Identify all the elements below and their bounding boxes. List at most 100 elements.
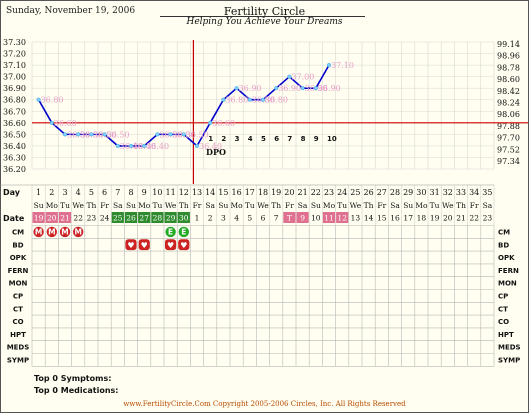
celsius-tick: 36.70 (3, 107, 26, 116)
day-number: 2 (49, 188, 54, 197)
day-number: 17 (245, 188, 255, 197)
weekday-label: Sa (298, 201, 308, 210)
temperature-point (102, 132, 107, 137)
temperature-point-label: 36.40 (199, 142, 222, 151)
day-number: 6 (102, 188, 107, 197)
date-cell-highlight (58, 212, 72, 223)
day-number: 5 (89, 188, 94, 197)
celsius-tick: 36.90 (3, 84, 26, 93)
weekday-label: Sa (390, 201, 400, 210)
row-label-right: OPK (498, 254, 515, 262)
weekday-label: Th (364, 201, 374, 210)
day-row-label: Day (3, 188, 21, 197)
weekday-label: Tu (245, 201, 255, 210)
bd-marker (138, 239, 150, 251)
date-value: 26 (126, 214, 136, 223)
celsius-tick: 36.80 (3, 96, 26, 105)
day-number: 15 (218, 188, 228, 197)
date-value: 18 (417, 214, 427, 223)
date-value: 2 (208, 214, 213, 223)
weekday-label: Fr (285, 201, 294, 210)
cm-marker-text: M (35, 228, 42, 237)
day-number: 28 (390, 188, 400, 197)
dpo-number: 3 (235, 135, 240, 143)
date-value: 27 (139, 214, 149, 223)
day-number: 31 (430, 188, 440, 197)
fahrenheit-tick: 98.24 (497, 99, 520, 108)
cm-marker (32, 225, 45, 238)
fahrenheit-tick: 98.60 (497, 75, 520, 84)
temperature-point (128, 143, 134, 148)
date-cell-highlight (32, 212, 45, 223)
weekday-label: We (350, 201, 362, 210)
temperature-point (155, 132, 160, 137)
date-cell-highlight (164, 212, 177, 223)
chart-title: Fertility Circle (223, 5, 306, 18)
row-label-right: FERN (498, 267, 519, 275)
day-number: 19 (271, 188, 281, 197)
day-number: 4 (76, 188, 81, 197)
bd-marker-symbol: ♥ (167, 241, 174, 250)
celsius-tick: 37.00 (3, 73, 26, 82)
date-value: 25 (113, 214, 123, 223)
date-value: 3 (221, 214, 226, 223)
row-label-left: CM (12, 229, 24, 237)
celsius-tick: 36.20 (3, 165, 26, 174)
day-number: 22 (311, 188, 321, 197)
temperature-point-label: 37.10 (331, 61, 354, 70)
date-value: 20 (47, 214, 57, 223)
temperature-point (115, 143, 120, 148)
row-label-left: CT (13, 305, 23, 313)
day-number: 26 (364, 188, 374, 197)
celsius-tick: 37.10 (3, 61, 26, 70)
medications-label: Top 0 Medications: (34, 386, 119, 395)
day-number: 18 (258, 188, 268, 197)
weekday-label: We (72, 201, 84, 210)
day-number: 35 (482, 188, 492, 197)
row-label-left: MON (9, 280, 28, 288)
temperature-point (62, 132, 68, 137)
date-value: 17 (403, 214, 413, 223)
bd-marker (125, 239, 137, 251)
date-cell-highlight (138, 212, 151, 223)
dpo-label: DPO (206, 147, 226, 157)
day-number: 20 (284, 188, 294, 197)
date-value: 24 (100, 214, 110, 223)
day-number: 16 (232, 188, 242, 197)
weekday-label: We (257, 201, 269, 210)
temperature-point (247, 97, 252, 102)
weekday-label: Fr (470, 201, 479, 210)
weekday-label: We (165, 201, 177, 210)
date-cell-highlight (336, 212, 349, 223)
date-value: 1 (195, 214, 200, 223)
fahrenheit-tick: 97.70 (497, 134, 520, 143)
weekday-label: We (442, 201, 454, 210)
weekday-label: Sa (113, 201, 123, 210)
temperature-point (181, 132, 186, 137)
dpo-number: 9 (314, 135, 319, 143)
temperature-point (300, 86, 305, 91)
day-number: 9 (142, 188, 147, 197)
fahrenheit-tick: 97.34 (497, 157, 520, 166)
chart-subtitle: Helping You Achieve Your Dreams (186, 17, 343, 27)
day-number: 8 (128, 188, 133, 197)
day-number: 33 (456, 188, 466, 197)
day-number: 12 (179, 188, 189, 197)
day-number: 30 (416, 188, 426, 197)
temperature-point-label: 37.00 (291, 73, 314, 82)
weekday-label: Su (34, 201, 44, 210)
date-value: 4 (234, 214, 239, 223)
row-label-left: FERN (8, 267, 29, 275)
weekday-label: Mo (138, 201, 151, 210)
weekday-label: Th (456, 201, 466, 210)
row-label-left: CP (13, 293, 23, 301)
date-value: 10 (311, 214, 321, 223)
date-value: 14 (364, 214, 374, 223)
temperature-point (142, 143, 147, 148)
celsius-tick: 37.20 (3, 50, 26, 59)
row-label-right: SYMP (498, 357, 520, 365)
weekday-label: Sa (483, 201, 493, 210)
temperature-point (76, 132, 81, 137)
fahrenheit-tick: 98.96 (497, 52, 520, 61)
cm-marker (164, 225, 177, 238)
